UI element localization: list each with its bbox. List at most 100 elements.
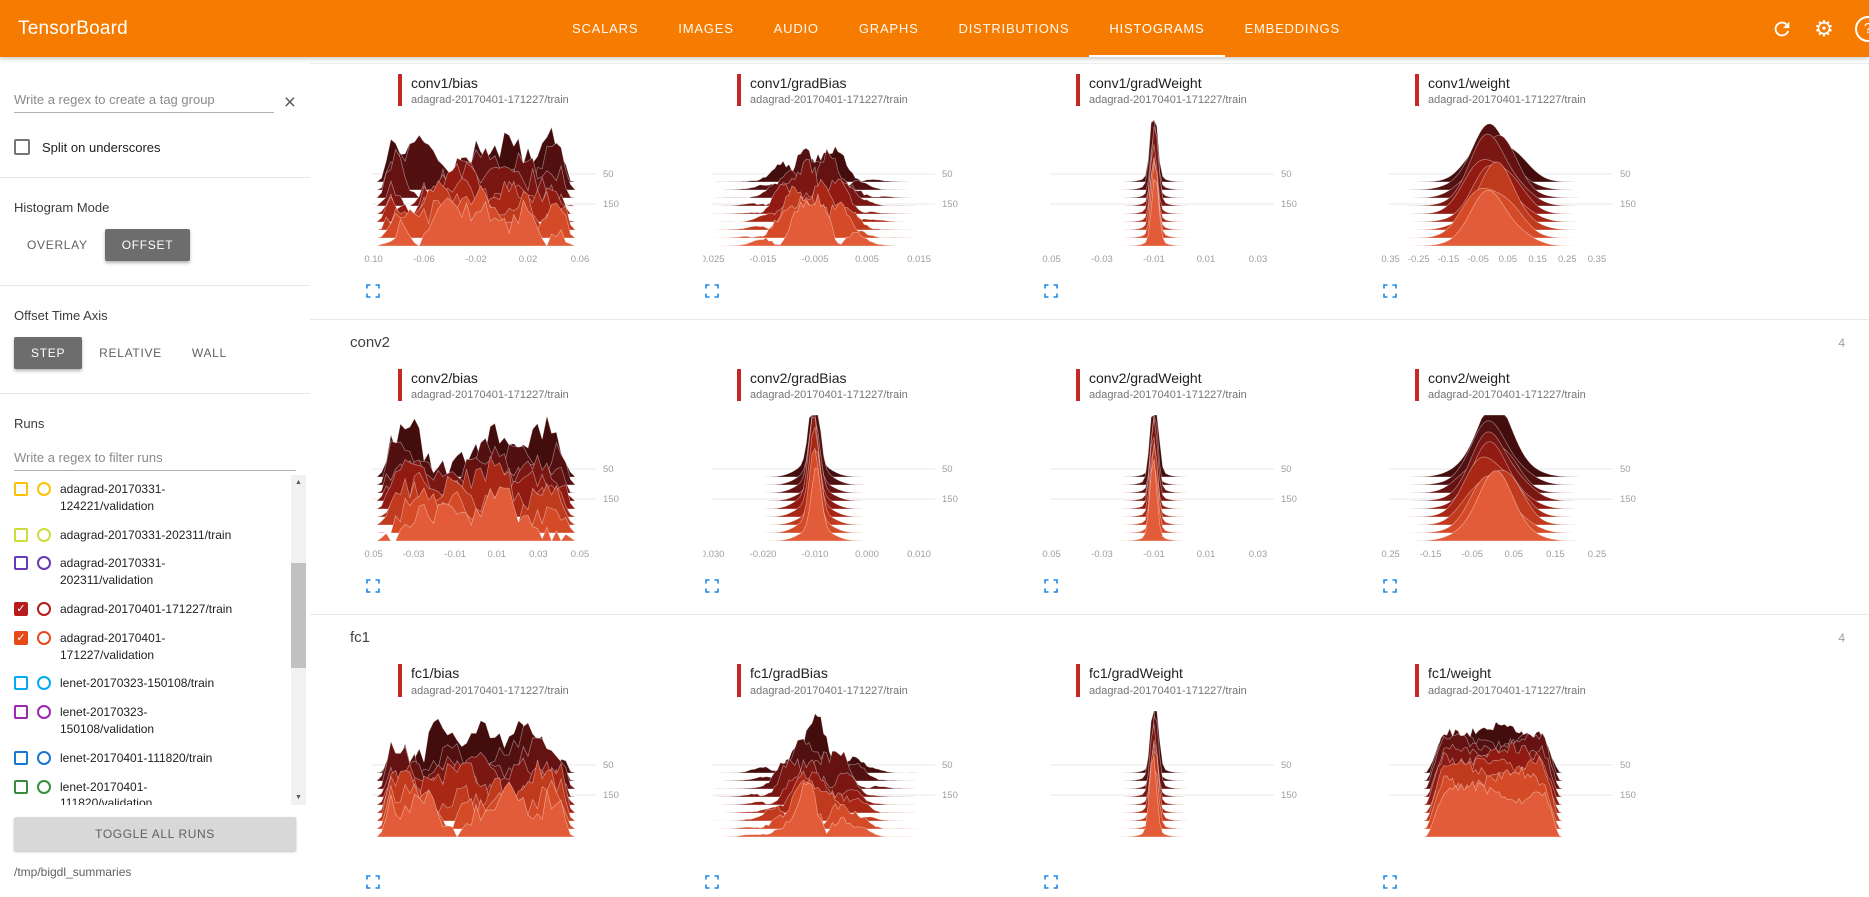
expand-chart-button[interactable] (703, 873, 721, 891)
toggle-all-runs-button[interactable]: TOGGLE ALL RUNS (14, 817, 296, 851)
refresh-icon[interactable] (1771, 18, 1793, 40)
svg-text:150: 150 (603, 494, 619, 505)
run-label: adagrad-20170331-202311/validation (60, 556, 166, 588)
run-checkbox[interactable] (14, 482, 28, 496)
svg-text:50: 50 (603, 169, 614, 180)
run-item[interactable]: lenet-20170323-150108/train (14, 669, 286, 698)
expand-icon (705, 874, 719, 889)
run-checkbox[interactable] (14, 527, 28, 542)
svg-text:-0.02: -0.02 (465, 254, 487, 265)
tab-audio[interactable]: AUDIO (773, 21, 819, 36)
expand-icon (1383, 284, 1397, 298)
run-item[interactable]: lenet-20170323-150108/validation (14, 698, 286, 744)
svg-text:50: 50 (603, 760, 614, 771)
tab-images[interactable]: IMAGES (678, 21, 734, 36)
run-checkbox[interactable] (14, 750, 28, 765)
clear-tag-filter-icon[interactable]: × (283, 91, 296, 114)
histogram-card: conv1/gradBias adagrad-20170401-171227/tr… (699, 74, 1021, 303)
section-header-fc1[interactable]: fc1 4 (310, 614, 1869, 654)
card-title: conv1/bias (411, 75, 478, 91)
svg-text:0.03: 0.03 (1249, 549, 1268, 560)
expand-chart-button[interactable] (1381, 873, 1399, 891)
card-run-name: adagrad-20170401-171227/train (750, 94, 908, 107)
expand-chart-button[interactable] (703, 577, 721, 595)
card-run-name: adagrad-20170401-171227/train (750, 389, 908, 402)
run-item[interactable]: lenet-20170401-111820/validation (14, 773, 286, 805)
run-color-circle (37, 705, 51, 720)
scrollbar-thumb[interactable] (291, 563, 306, 668)
tab-histograms[interactable]: HISTOGRAMS (1089, 0, 1225, 57)
offset-axis-step-button[interactable]: STEP (14, 337, 83, 369)
tag-regex-input[interactable] (14, 87, 274, 113)
histogram-mode-overlay-button[interactable]: OVERLAY (14, 229, 101, 261)
tab-scalars[interactable]: SCALARS (572, 21, 639, 36)
help-icon[interactable]: ? (1855, 15, 1869, 42)
expand-chart-button[interactable] (1381, 282, 1399, 300)
expand-chart-button[interactable] (1381, 577, 1399, 595)
settings-gear-icon[interactable]: ⚙ (1814, 15, 1834, 41)
tab-distributions[interactable]: DISTRIBUTIONS (958, 21, 1070, 36)
run-item[interactable]: adagrad-20170331-124221/validation (14, 475, 286, 521)
runs-scrollbar[interactable]: ▲ ▼ (291, 475, 306, 805)
offset-axis-relative-button[interactable]: RELATIVE (86, 337, 175, 369)
run-color-circle (37, 556, 51, 571)
run-checkbox[interactable] (14, 676, 28, 691)
run-item[interactable]: ✓ adagrad-20170401-171227/validation (14, 624, 286, 670)
histogram-card: fc1/gradBias adagrad-20170401-171227/trai… (699, 664, 1021, 893)
run-color-bar (1415, 74, 1419, 107)
histogram-mode-offset-button[interactable]: OFFSET (104, 229, 191, 261)
expand-chart-button[interactable] (364, 577, 382, 595)
tab-graphs[interactable]: GRAPHS (858, 21, 919, 36)
expand-chart-button[interactable] (1042, 282, 1060, 300)
run-label: adagrad-20170331-124221/validation (60, 482, 166, 513)
card-title: fc1/gradBias (750, 665, 828, 682)
tab-embeddings[interactable]: EMBEDDINGS (1244, 21, 1340, 36)
section-header-conv2[interactable]: conv2 4 (310, 319, 1869, 359)
run-checkbox[interactable] (14, 705, 28, 720)
run-item[interactable]: adagrad-20170331-202311/validation (14, 549, 286, 595)
run-checkbox[interactable] (14, 779, 28, 794)
sections-container: conv1/bias adagrad-20170401-171227/train 5… (310, 64, 1869, 894)
scroll-up-icon[interactable]: ▲ (295, 479, 302, 486)
histogram-card: conv1/weight adagrad-20170401-171227/trai… (1377, 74, 1699, 303)
section-count: 4 (1838, 335, 1845, 350)
section-count: 4 (1838, 630, 1845, 645)
split-on-underscores-option[interactable]: Split on underscores (14, 139, 296, 155)
run-item[interactable]: ✓ adagrad-20170401-171227/train (14, 595, 286, 624)
card-run-name: adagrad-20170401-171227/train (1428, 389, 1586, 402)
histogram-card: fc1/weight adagrad-20170401-171227/train 5… (1377, 664, 1699, 893)
run-color-bar (1076, 369, 1080, 402)
svg-text:-0.025: -0.025 (703, 254, 724, 265)
split-underscores-checkbox[interactable] (14, 139, 30, 155)
run-color-bar (398, 74, 402, 107)
expand-chart-button[interactable] (1042, 873, 1060, 891)
run-color-circle (37, 676, 51, 691)
svg-text:0.000: 0.000 (855, 549, 879, 560)
card-title: conv1/weight (1428, 75, 1510, 91)
expand-chart-button[interactable] (703, 282, 721, 300)
card-run-name: adagrad-20170401-171227/train (411, 389, 569, 402)
svg-text:150: 150 (942, 199, 958, 210)
svg-text:-0.15: -0.15 (1438, 254, 1460, 265)
run-checkbox[interactable]: ✓ (14, 630, 28, 645)
card-run-name: adagrad-20170401-171227/train (411, 94, 569, 107)
scroll-down-icon[interactable]: ▼ (295, 794, 302, 801)
expand-chart-button[interactable] (1042, 577, 1060, 595)
card-title: conv2/gradBias (750, 370, 847, 387)
expand-icon (705, 284, 719, 298)
svg-text:-0.03: -0.03 (1091, 549, 1113, 560)
run-item[interactable]: lenet-20170401-111820/train (14, 744, 286, 773)
runs-regex-input[interactable] (14, 445, 296, 471)
card-title-block: fc1/gradWeight adagrad-20170401-171227/tr… (1089, 664, 1247, 696)
run-item[interactable]: adagrad-20170331-202311/train (14, 521, 286, 550)
expand-icon (1044, 579, 1058, 594)
card-run-name: adagrad-20170401-171227/train (1428, 684, 1586, 697)
expand-chart-button[interactable] (364, 282, 382, 300)
svg-text:0.03: 0.03 (1249, 254, 1268, 265)
run-checkbox[interactable] (14, 556, 28, 571)
expand-chart-button[interactable] (364, 873, 382, 891)
svg-text:0.03: 0.03 (529, 549, 548, 560)
tag-filter-row: × (14, 87, 296, 113)
run-checkbox[interactable]: ✓ (14, 601, 28, 616)
offset-axis-wall-button[interactable]: WALL (179, 337, 240, 369)
